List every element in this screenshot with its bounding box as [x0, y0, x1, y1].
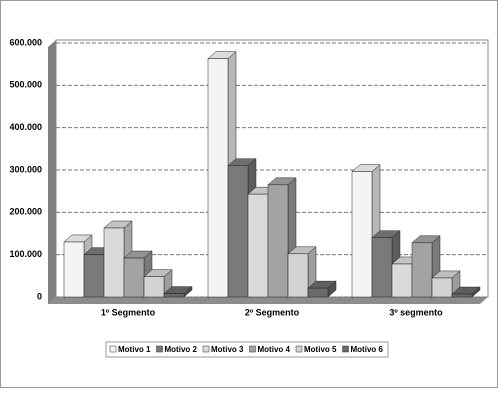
- bar: [307, 287, 329, 298]
- bar: [163, 293, 185, 298]
- y-tick-label: 100.000: [9, 249, 42, 259]
- x-tick-label: 2º Segmento: [245, 307, 300, 317]
- y-tick-label: 200.000: [9, 207, 42, 217]
- bar: [247, 193, 269, 298]
- legend-label: Motivo 2: [165, 345, 198, 354]
- bar: [227, 165, 249, 298]
- bar: [391, 263, 413, 298]
- legend-swatch: [249, 345, 256, 353]
- y-tick-label: 500.000: [9, 80, 42, 90]
- y-tick-label: 400.000: [9, 122, 42, 132]
- labels: 0 100.000 200.000 300.000 400.000 500.000 600.…: [9, 37, 443, 317]
- bar: [123, 257, 145, 298]
- legend-swatch: [295, 345, 303, 353]
- bar: [83, 254, 105, 298]
- legend-label: Motivo 6: [351, 345, 384, 354]
- floor: [48, 297, 488, 304]
- bar: [207, 58, 229, 298]
- legend-label: Motivo 1: [118, 345, 151, 354]
- bar: [411, 242, 433, 298]
- bar: [267, 184, 289, 298]
- bar: [287, 253, 309, 298]
- legend-label: Motivo 3: [211, 345, 244, 354]
- x-tick-label: 1º Segmento: [101, 307, 156, 317]
- legend: [105, 341, 389, 358]
- left-wall: [48, 40, 56, 304]
- y-tick-label: 600.000: [9, 37, 42, 47]
- legend-swatch: [342, 345, 349, 353]
- bars: [63, 51, 481, 298]
- bar: [143, 276, 165, 298]
- bar: [63, 241, 85, 298]
- bar: [103, 227, 125, 298]
- legend-swatch: [109, 345, 117, 353]
- x-tick-label: 3º segmento: [389, 307, 443, 317]
- legend-swatch: [156, 345, 163, 353]
- bar: [451, 293, 473, 298]
- legend-label: Motivo 4: [258, 345, 291, 354]
- legend-entries: Motivo 1 Motivo 2 Motivo 3 Motivo 4 Motivo 5…: [109, 345, 384, 354]
- bar: [371, 237, 393, 298]
- y-tick-label: 0: [37, 291, 42, 301]
- legend-swatch: [202, 345, 210, 353]
- legend-label: Motivo 5: [304, 345, 337, 354]
- bar: [351, 171, 373, 298]
- y-tick-label: 300.000: [9, 164, 42, 174]
- bar: [431, 277, 453, 298]
